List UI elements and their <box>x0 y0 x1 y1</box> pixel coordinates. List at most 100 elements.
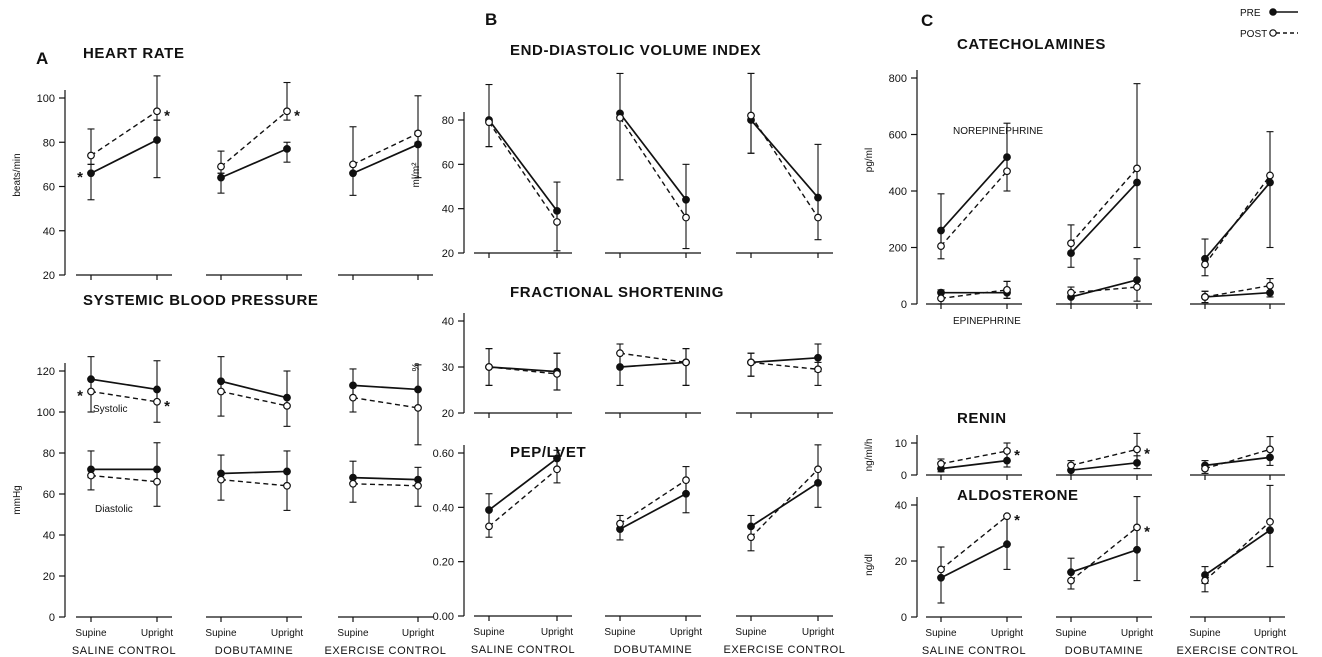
post-series-line <box>220 390 288 407</box>
post-point <box>682 358 690 367</box>
post-point <box>1201 576 1209 585</box>
post-series-line <box>1204 521 1271 582</box>
x-label-upright: Upright <box>1121 628 1153 639</box>
annotation-diastolic: Diastolic <box>95 504 133 515</box>
x-label-supine: Supine <box>925 628 957 639</box>
post-point <box>349 393 357 402</box>
annotation-epinephrine: EPINEPHRINE <box>953 316 1021 327</box>
y-tick-label: 20 <box>442 248 454 260</box>
post-point <box>616 349 624 358</box>
post-series-line <box>619 117 687 218</box>
y-tick-label: 0.60 <box>433 448 454 460</box>
condition-label: SALINE CONTROL <box>72 645 176 657</box>
y-tick-label: 20 <box>895 556 907 568</box>
post-point <box>682 213 690 222</box>
y-axis-label: ng/ml/h <box>864 439 875 472</box>
post-series-line <box>750 468 819 538</box>
post-series-line <box>1204 284 1271 298</box>
y-tick-label: 80 <box>43 137 55 149</box>
post-point <box>553 465 561 474</box>
post-series-line <box>1070 167 1138 244</box>
y-tick-label: 40 <box>895 500 907 512</box>
significance-star: * <box>164 107 170 124</box>
x-label-upright: Upright <box>1254 628 1286 639</box>
post-series-line <box>619 479 687 525</box>
pre-series-line <box>619 493 687 530</box>
post-point <box>414 129 422 138</box>
y-tick-label: 10 <box>895 438 907 450</box>
y-tick-label: 0.20 <box>433 557 454 569</box>
y-tick-label: 0 <box>901 470 907 482</box>
significance-star: * <box>1144 445 1150 462</box>
y-axis-label: ml/m² <box>411 162 422 188</box>
panel-title: END-DIASTOLIC VOLUME INDEX <box>510 42 761 59</box>
pre-series-line <box>940 543 1008 579</box>
pre-point <box>87 169 95 178</box>
post-point <box>1003 447 1011 455</box>
x-label-supine: Supine <box>1189 628 1221 639</box>
pre-series-line <box>1204 291 1271 298</box>
y-axis-label: mmHg <box>12 485 23 514</box>
condition-label: SALINE CONTROL <box>922 645 1026 657</box>
pre-series-line <box>1070 548 1138 574</box>
post-point <box>485 522 493 531</box>
panel-title: ALDOSTERONE <box>957 487 1079 504</box>
pre-series-line <box>1070 279 1138 298</box>
y-tick-label: 60 <box>43 489 55 501</box>
x-label-upright: Upright <box>402 628 434 639</box>
pre-series-line <box>488 119 558 212</box>
x-label-upright: Upright <box>670 627 702 638</box>
pre-series-line <box>940 156 1008 232</box>
post-point <box>485 363 493 371</box>
post-point <box>1133 523 1141 532</box>
x-label-upright: Upright <box>271 628 303 639</box>
post-series-line <box>220 110 288 168</box>
condition-label: DOBUTAMINE <box>215 645 294 657</box>
post-point <box>1003 512 1011 521</box>
post-point <box>1133 283 1141 291</box>
y-tick-label: 30 <box>442 362 454 374</box>
post-point <box>87 151 95 160</box>
y-tick-label: 0 <box>901 612 907 624</box>
post-point <box>814 365 822 374</box>
y-tick-label: 20 <box>442 408 454 420</box>
legend-label-pre: PRE <box>1240 8 1261 19</box>
panel-letter-b: B <box>485 10 497 29</box>
post-series-line <box>352 396 419 409</box>
y-tick-label: 600 <box>889 130 907 142</box>
pre-point <box>217 173 225 182</box>
post-point <box>747 533 755 542</box>
panel-title: HEART RATE <box>83 45 185 62</box>
y-tick-label: 400 <box>889 186 907 198</box>
post-point <box>814 465 822 474</box>
post-point <box>283 481 291 490</box>
x-label-upright: Upright <box>802 627 834 638</box>
post-series-line <box>750 361 819 370</box>
post-point <box>485 118 493 127</box>
post-point <box>153 477 161 486</box>
significance-star: * <box>164 398 170 415</box>
post-point <box>1133 445 1141 454</box>
x-label-supine: Supine <box>75 628 107 639</box>
significance-star: * <box>1014 512 1020 529</box>
post-series-line <box>1204 448 1271 470</box>
x-label-upright: Upright <box>991 628 1023 639</box>
post-point <box>87 387 95 396</box>
post-point <box>937 294 945 303</box>
panel-title: RENIN <box>957 410 1007 427</box>
post-series-line <box>352 483 419 487</box>
post-point <box>217 387 225 396</box>
post-series-line <box>1204 175 1271 265</box>
post-series-line <box>619 352 687 364</box>
post-point <box>814 213 822 222</box>
post-series-line <box>1070 448 1138 467</box>
pre-series-line <box>220 470 288 475</box>
y-tick-label: 0.40 <box>433 502 454 514</box>
legend-label-post: POST <box>1240 29 1267 40</box>
y-tick-label: 60 <box>442 159 454 171</box>
x-label-supine: Supine <box>1055 628 1087 639</box>
pre-point <box>814 353 822 362</box>
post-series-line <box>90 474 158 483</box>
post-point <box>153 107 161 116</box>
post-series-line <box>1070 526 1138 582</box>
